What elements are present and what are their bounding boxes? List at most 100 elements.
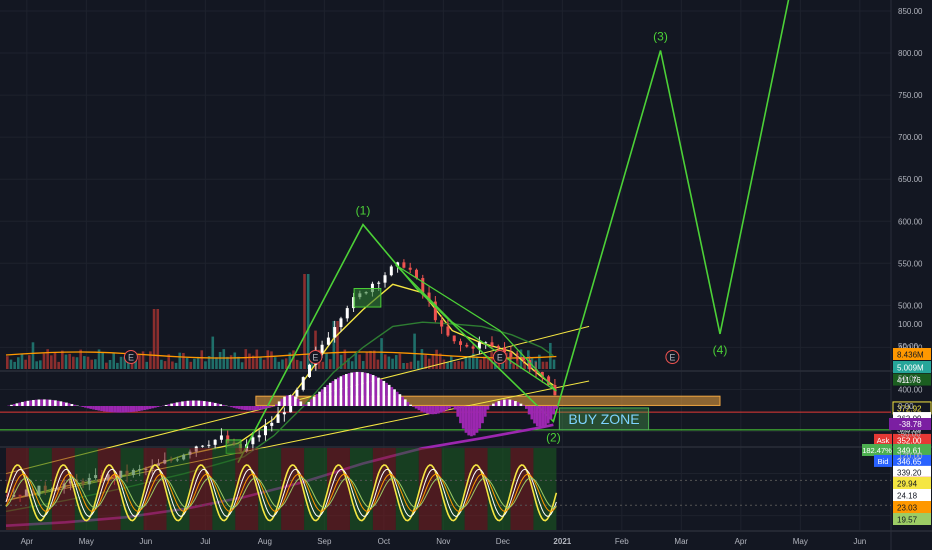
candle-body [440, 320, 444, 327]
histogram-bar [23, 401, 27, 406]
histogram-bar [208, 401, 212, 406]
volume-bar [552, 359, 556, 369]
volume-bar [424, 355, 427, 369]
volume-bar [457, 360, 460, 369]
time-tick-label: May [79, 537, 94, 546]
price-tag-value: 372.92 [897, 404, 922, 413]
price-tick-label: 400.00 [898, 385, 923, 394]
candle-body [352, 297, 356, 309]
volume-bar [460, 361, 464, 369]
histogram-bar [406, 401, 410, 406]
histogram-bar [353, 372, 356, 406]
histogram-bar [100, 406, 103, 412]
histogram-bar [186, 400, 190, 406]
price-tag-label-bg [874, 454, 892, 467]
candle-body [540, 372, 544, 377]
candle-body [459, 341, 463, 345]
volume-bar [475, 356, 479, 369]
volume-bar [149, 351, 152, 369]
histogram-bar [283, 396, 286, 406]
histogram-bar [81, 406, 85, 407]
volume-bar [13, 361, 16, 369]
histogram-bar [481, 406, 484, 424]
time-tick-label: Sep [317, 537, 332, 546]
histogram-bar [350, 372, 354, 406]
price-tag-value: 349.61 [897, 447, 922, 456]
histogram-bar [541, 406, 545, 428]
histogram-bar [505, 399, 509, 406]
candle-body [547, 376, 551, 385]
volume-bar [108, 359, 112, 369]
price-tag-label-bg [874, 433, 892, 446]
candle-body [471, 346, 475, 349]
price-tag-bg [893, 373, 931, 386]
oscillator-band [372, 448, 396, 530]
volume-bar [266, 350, 270, 369]
histogram-bar [148, 406, 152, 409]
buy-zone-label: BUY ZONE [568, 411, 639, 427]
oscillator-line [5, 464, 558, 522]
volume-bar [361, 361, 365, 369]
price-tag-label-bg [862, 444, 892, 457]
histogram-bar [414, 406, 418, 409]
candle-body [421, 278, 425, 293]
histogram-tick-label: 50.00 [898, 375, 919, 384]
volume-bar [446, 362, 449, 369]
histogram-bar [129, 406, 133, 413]
histogram-bar [127, 406, 130, 413]
volume-bar [97, 349, 101, 369]
volume-bar [281, 359, 284, 369]
time-tick-label: Mar [674, 537, 688, 546]
volume-bar [505, 352, 508, 369]
histogram-bar [336, 377, 340, 406]
time-axis[interactable]: Apr May Jun Jul Aug Sep Oct Nov Dec 2021 Feb Mar Apr… [21, 537, 867, 546]
histogram-bar [248, 406, 252, 411]
candle-body [320, 344, 324, 353]
histogram-bar [51, 399, 55, 406]
histogram-bar [371, 375, 375, 406]
histogram-bar [448, 406, 451, 409]
histogram-bar [450, 406, 454, 407]
histogram-bar [113, 406, 117, 413]
volume-bar [215, 357, 218, 369]
volume-bar [306, 274, 310, 369]
volume-bar [376, 359, 380, 369]
histogram-bar [535, 406, 539, 427]
time-tick-label: May [793, 537, 808, 546]
histogram-tick-label: 0.00 [898, 402, 914, 411]
histogram-bar [379, 379, 383, 406]
histogram-bar [73, 404, 77, 406]
price-axis[interactable]: 850.00 800.00 750.00 700.00 650.00 600.00 550.… [862, 7, 932, 525]
time-tick-label: Dec [496, 537, 510, 546]
earnings-marker [308, 350, 323, 364]
volume-bar [75, 357, 79, 369]
volume-bar [538, 354, 541, 369]
volume-bar [20, 353, 24, 369]
price-tick-label: 450.00 [898, 343, 923, 352]
histogram-bar [94, 406, 98, 411]
volume-bar [479, 359, 482, 369]
histogram-bar [197, 400, 201, 406]
histogram-bar [393, 389, 396, 406]
correction-channel [395, 264, 557, 392]
candle-body [396, 262, 400, 267]
price-tick-label: 850.00 [898, 7, 923, 16]
oscillator-band [189, 448, 213, 530]
candle-body [219, 435, 223, 440]
wave-label: (1) [356, 204, 371, 218]
candle-body [414, 269, 418, 279]
histogram-bar [261, 406, 265, 410]
zones: BUY ZONE [0, 395, 891, 431]
histogram-bar [508, 399, 512, 406]
oscillator-band [395, 448, 419, 530]
volume-bar [394, 355, 398, 369]
volume-bar [196, 356, 200, 369]
volume-bar [233, 352, 237, 369]
histogram-bar [21, 401, 24, 406]
histogram-bar [277, 401, 281, 406]
volume-bar [211, 336, 215, 369]
histogram-bar [285, 395, 289, 406]
candle-body [490, 342, 494, 346]
histogram-bar [483, 406, 487, 417]
